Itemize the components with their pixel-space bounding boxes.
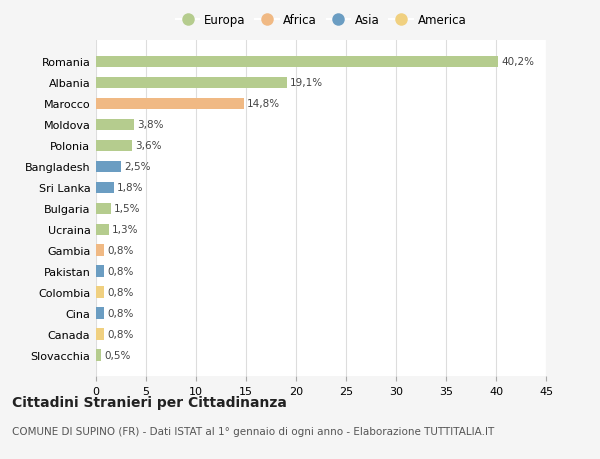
Text: 1,5%: 1,5% [114, 204, 140, 214]
Bar [96, 245, 104, 257]
Bar [96, 161, 121, 173]
Text: Cittadini Stranieri per Cittadinanza: Cittadini Stranieri per Cittadinanza [12, 395, 287, 409]
Bar [96, 140, 132, 152]
Text: 0,8%: 0,8% [107, 308, 133, 319]
Bar [96, 119, 134, 131]
Bar [96, 308, 104, 319]
Text: 1,8%: 1,8% [117, 183, 143, 193]
Text: 14,8%: 14,8% [247, 99, 280, 109]
Bar [96, 266, 104, 277]
Bar [96, 182, 114, 194]
Legend: Europa, Africa, Asia, America: Europa, Africa, Asia, America [172, 11, 470, 30]
Text: 2,5%: 2,5% [124, 162, 151, 172]
Text: 0,8%: 0,8% [107, 246, 133, 256]
Text: 40,2%: 40,2% [501, 57, 534, 67]
Text: COMUNE DI SUPINO (FR) - Dati ISTAT al 1° gennaio di ogni anno - Elaborazione TUT: COMUNE DI SUPINO (FR) - Dati ISTAT al 1°… [12, 426, 494, 436]
Text: 3,6%: 3,6% [135, 141, 161, 151]
Bar [96, 56, 498, 68]
Bar [96, 203, 111, 215]
Bar [96, 224, 109, 235]
Text: 0,5%: 0,5% [104, 350, 130, 360]
Bar [96, 287, 104, 298]
Bar [96, 350, 101, 361]
Bar [96, 329, 104, 340]
Text: 0,8%: 0,8% [107, 288, 133, 297]
Text: 0,8%: 0,8% [107, 330, 133, 340]
Text: 0,8%: 0,8% [107, 267, 133, 277]
Text: 19,1%: 19,1% [290, 78, 323, 88]
Text: 3,8%: 3,8% [137, 120, 163, 130]
Text: 1,3%: 1,3% [112, 225, 139, 235]
Bar [96, 98, 244, 110]
Bar [96, 78, 287, 89]
